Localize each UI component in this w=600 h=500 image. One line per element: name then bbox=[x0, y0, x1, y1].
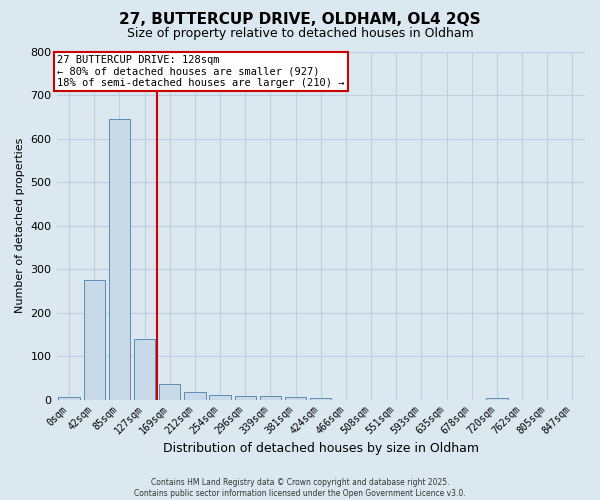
Bar bbox=[83, 280, 105, 400]
Bar bbox=[134, 338, 155, 400]
Text: Size of property relative to detached houses in Oldham: Size of property relative to detached ho… bbox=[127, 28, 473, 40]
Bar bbox=[260, 396, 281, 400]
X-axis label: Distribution of detached houses by size in Oldham: Distribution of detached houses by size … bbox=[163, 442, 479, 455]
Bar bbox=[486, 398, 508, 400]
Bar bbox=[209, 395, 231, 400]
Bar bbox=[310, 398, 331, 400]
Bar bbox=[184, 392, 206, 400]
Bar bbox=[159, 384, 181, 400]
Y-axis label: Number of detached properties: Number of detached properties bbox=[15, 138, 25, 313]
Text: 27 BUTTERCUP DRIVE: 128sqm
← 80% of detached houses are smaller (927)
18% of sem: 27 BUTTERCUP DRIVE: 128sqm ← 80% of deta… bbox=[57, 55, 344, 88]
Bar bbox=[235, 396, 256, 400]
Bar bbox=[109, 119, 130, 400]
Bar bbox=[285, 397, 307, 400]
Text: Contains HM Land Registry data © Crown copyright and database right 2025.
Contai: Contains HM Land Registry data © Crown c… bbox=[134, 478, 466, 498]
Bar bbox=[58, 398, 80, 400]
Text: 27, BUTTERCUP DRIVE, OLDHAM, OL4 2QS: 27, BUTTERCUP DRIVE, OLDHAM, OL4 2QS bbox=[119, 12, 481, 28]
